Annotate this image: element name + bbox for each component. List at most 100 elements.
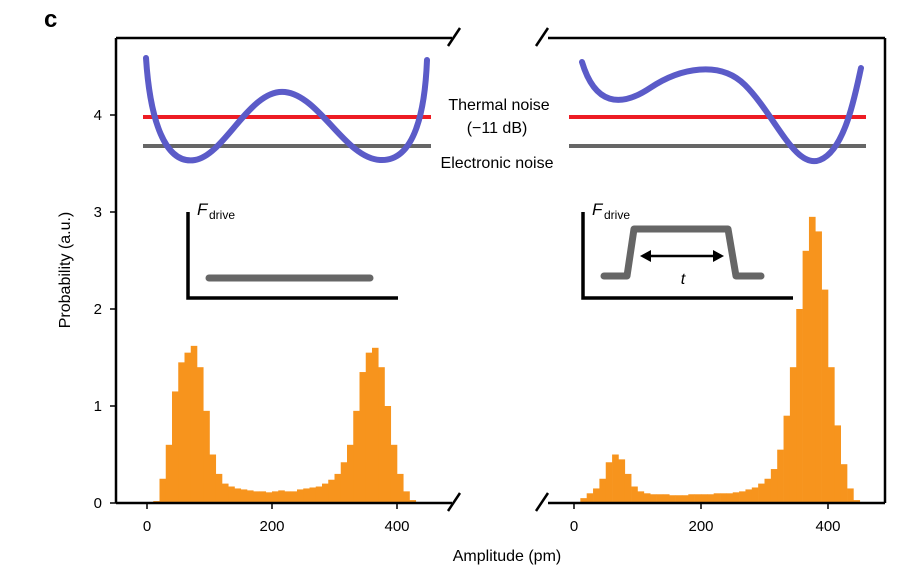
histogram-bars — [153, 216, 861, 503]
histogram-bar — [618, 459, 626, 503]
histogram-bar — [365, 352, 373, 503]
y-tick-label: 1 — [94, 398, 102, 415]
histogram-bar — [675, 495, 683, 503]
histogram-bar — [228, 486, 235, 503]
histogram-bar — [309, 487, 317, 503]
histogram-bar — [328, 479, 335, 503]
histogram-bar — [234, 488, 242, 503]
histogram-bar — [397, 473, 404, 503]
histogram-bar — [359, 372, 367, 503]
histogram-bar — [315, 486, 323, 503]
histogram-bar — [847, 488, 854, 503]
histogram-bar — [253, 491, 260, 503]
histogram-bar — [384, 406, 392, 503]
y-tick-label: 3 — [94, 204, 102, 221]
histogram-bar — [720, 493, 727, 503]
histogram-bar — [203, 410, 210, 503]
histogram-bar — [650, 494, 657, 503]
drive-pulse — [600, 225, 765, 280]
drive-insets — [186, 212, 793, 300]
inset-axes — [186, 212, 398, 300]
duration-arrowhead — [713, 250, 724, 262]
histogram-bar — [190, 345, 198, 503]
histogram-bar — [840, 464, 848, 503]
histogram-bar — [409, 500, 417, 503]
histogram-bar — [290, 491, 298, 503]
potential-curve — [579, 59, 864, 165]
histogram-bar — [662, 494, 670, 503]
histogram-bar — [732, 492, 740, 503]
axes-frame — [110, 27, 887, 512]
histogram-bar — [834, 425, 841, 503]
histogram-bar — [165, 444, 173, 503]
potential-curve — [143, 55, 430, 164]
drive-label: F — [197, 200, 209, 219]
y-axis-label: Probability (a.u.) — [57, 212, 74, 329]
drive-label-sub: drive — [209, 208, 235, 222]
axis-break-mark — [534, 27, 550, 47]
histogram-bar — [796, 309, 803, 503]
histogram-bar — [688, 494, 695, 503]
histogram-bar — [751, 487, 759, 503]
histogram-bar — [612, 454, 619, 503]
histogram-bar — [783, 415, 791, 503]
histogram-bar — [378, 367, 385, 503]
drive-label-sub: drive — [604, 208, 630, 222]
histogram-bar — [828, 367, 835, 503]
histogram-bar — [322, 483, 329, 503]
histogram-bar — [172, 391, 179, 503]
x-tick-label: 200 — [688, 518, 713, 535]
histogram-bar — [586, 493, 594, 503]
histogram-bar — [694, 494, 702, 503]
histogram-bar — [643, 493, 651, 503]
histogram-bar — [853, 500, 861, 503]
histogram-bar — [278, 490, 285, 503]
thermal-noise-db: (−11 dB) — [467, 120, 528, 137]
axis-break-mark — [534, 492, 550, 512]
histogram-bar — [272, 491, 279, 503]
histogram-bar — [372, 347, 379, 503]
x-tick-label: 200 — [259, 518, 284, 535]
histogram-bar — [605, 462, 613, 503]
axis-break-mark — [446, 492, 462, 512]
x-tick-label: 400 — [384, 518, 409, 535]
histogram-bar — [637, 491, 645, 503]
drive-label: F — [592, 200, 604, 219]
x-axis-label: Amplitude (pm) — [453, 548, 561, 565]
histogram-bar — [284, 491, 292, 503]
duration-arrowhead — [640, 250, 651, 262]
panel-letter: c — [44, 6, 58, 33]
thermal-noise-label: Thermal noise — [448, 97, 549, 114]
histogram-bar — [340, 462, 348, 503]
histogram-bar — [259, 491, 267, 503]
histogram-bar — [777, 449, 784, 503]
histogram-bar — [390, 444, 398, 503]
histogram-bar — [770, 469, 778, 503]
x-tick-label: 400 — [815, 518, 840, 535]
histogram-bar — [599, 478, 607, 503]
axis-break-mark — [446, 27, 462, 47]
histogram-bar — [707, 494, 714, 503]
histogram-bar — [347, 444, 354, 503]
histogram-bar — [593, 488, 600, 503]
inset-axes — [581, 212, 793, 300]
histogram-bar — [802, 250, 810, 503]
histogram-bar — [764, 478, 772, 503]
histogram-bar — [334, 473, 342, 503]
duration-label: t — [681, 271, 686, 288]
histogram-bar — [789, 367, 797, 503]
histogram-bar — [159, 478, 167, 503]
histogram-bar — [297, 489, 304, 503]
histogram-bar — [624, 473, 632, 503]
histogram-bar — [580, 498, 587, 503]
histogram-bar — [265, 492, 273, 503]
histogram-bar — [303, 488, 310, 503]
histogram-bar — [726, 493, 734, 503]
histogram-bar — [247, 490, 254, 503]
histogram-bar — [701, 494, 708, 503]
histogram-bar — [184, 352, 192, 503]
histogram-bar — [745, 489, 753, 503]
histogram-bar — [403, 491, 410, 503]
histogram-bar — [739, 491, 746, 503]
